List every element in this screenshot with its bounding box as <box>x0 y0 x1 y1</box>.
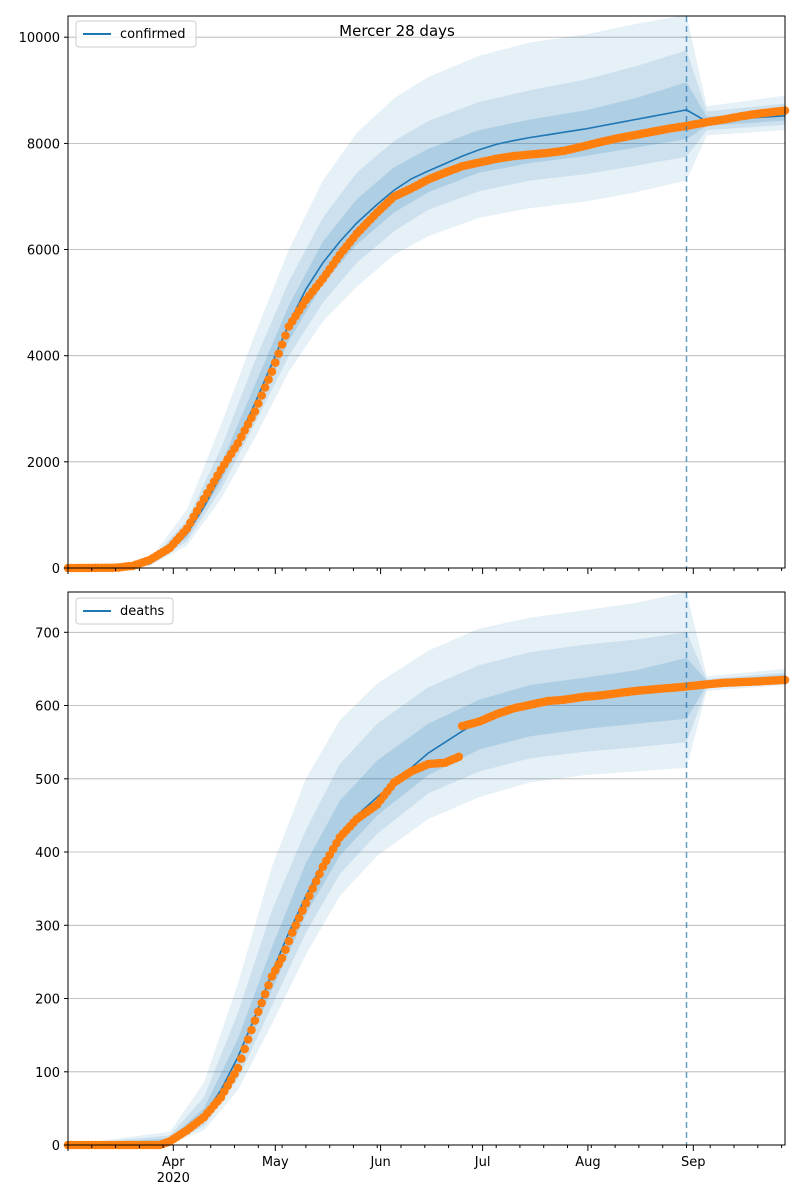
confirmed-y-tick-label: 8000 <box>27 137 60 152</box>
deaths-y-tick-label: 600 <box>35 700 60 715</box>
confirmed-observed-points <box>63 106 790 573</box>
deaths-y-tick-label: 500 <box>35 773 60 788</box>
confirmed-observed-point <box>250 407 260 416</box>
deaths-x-tick-label: Apr <box>162 1155 185 1170</box>
confirmed-y-tick-label: 10000 <box>19 31 60 46</box>
confirmed-observed-point <box>237 432 246 442</box>
confirmed-plot-frame <box>67 15 786 569</box>
deaths-observed-point <box>281 945 290 954</box>
deaths-observed-point <box>240 1044 249 1054</box>
deaths-legend-box <box>75 597 174 625</box>
deaths-observed-point <box>291 921 301 930</box>
deaths-observed-point <box>308 884 318 893</box>
deaths-x-tick-label: Aug <box>575 1155 600 1170</box>
confirmed-panel: 0 2000 4000 6000 8000 10000 Mercer 28 days co… <box>19 14 790 577</box>
deaths-y-tick-label: 200 <box>35 993 60 1008</box>
deaths-observed-point <box>454 752 464 762</box>
confirmed-observed-point <box>274 349 284 358</box>
confirmed-observed-point <box>240 426 249 435</box>
deaths-observed-point <box>250 1016 260 1025</box>
deaths-observed-point <box>294 913 304 923</box>
deaths-observed-point <box>288 928 297 937</box>
deaths-observed-point <box>257 998 267 1008</box>
deaths-observed-point <box>298 906 307 915</box>
deaths-uncertainty-band <box>68 632 785 1145</box>
confirmed-observed-point <box>271 358 280 367</box>
deaths-x-tick-label: Sep <box>681 1155 706 1170</box>
confirmed-observed-point <box>257 391 267 400</box>
deaths-y-tick-label: 700 <box>35 626 60 641</box>
confirmed-observed-point <box>243 419 253 429</box>
confirmed-legend-label: confirmed <box>120 27 186 42</box>
confirmed-observed-point <box>277 340 287 349</box>
deaths-x-year-label: 2020 <box>157 1171 190 1186</box>
confirmed-observed-point <box>233 439 243 448</box>
confirmed-observed-point <box>267 367 277 376</box>
deaths-y-tick-label: 0 <box>52 1139 60 1154</box>
deaths-observed-point <box>284 936 294 946</box>
confirmed-legend-box <box>75 20 197 48</box>
confirmed-uncertainty-band <box>68 50 785 568</box>
confirmed-observed-point <box>260 383 270 392</box>
confirmed-y-tick-label: 4000 <box>27 350 60 365</box>
deaths-y-tick-label: 300 <box>35 919 60 934</box>
deaths-uncertainty-band <box>68 657 785 1145</box>
confirmed-y-tick-label: 2000 <box>27 456 60 471</box>
deaths-observed-point <box>260 989 270 999</box>
confirmed-observed-point <box>264 375 273 384</box>
deaths-observed-point <box>233 1063 243 1073</box>
deaths-observed-point <box>305 891 314 901</box>
deaths-observed-point <box>264 981 273 990</box>
deaths-observed-point <box>253 1007 263 1016</box>
deaths-y-axis: 0 100 200 300 400 500 600 700 <box>35 626 68 1154</box>
confirmed-axes-frame <box>67 15 786 569</box>
confirmed-y-tick-label: 6000 <box>27 244 60 259</box>
chart-title: Mercer 28 days <box>339 22 455 40</box>
confirmed-y-tick-label: 0 <box>52 562 60 577</box>
deaths-y-tick-label: 400 <box>35 846 60 861</box>
deaths-observed-point <box>243 1035 253 1044</box>
deaths-plot-frame <box>67 591 786 1146</box>
confirmed-x-axis <box>67 568 783 574</box>
deaths-x-tick-label: Jun <box>369 1155 390 1170</box>
deaths-bands <box>68 592 785 1145</box>
deaths-y-tick-label: 100 <box>35 1066 60 1081</box>
deaths-observed-point <box>315 869 324 879</box>
deaths-x-tick-label: Jul <box>474 1155 491 1170</box>
confirmed-observed-point <box>247 413 256 423</box>
deaths-observed-point <box>277 953 287 963</box>
deaths-legend-label: deaths <box>120 604 165 619</box>
deaths-legend: deaths <box>75 597 174 625</box>
confirmed-observed-point <box>281 331 290 340</box>
deaths-observed-point <box>301 899 311 908</box>
deaths-observed-point <box>237 1054 246 1063</box>
deaths-grid <box>68 631 785 1146</box>
deaths-observed-point <box>311 877 321 886</box>
confirmed-legend: confirmed <box>75 20 197 48</box>
deaths-uncertainty-band <box>68 592 785 1145</box>
deaths-observed-point <box>247 1025 256 1035</box>
confirmed-y-axis: 0 2000 4000 6000 8000 10000 <box>19 31 68 577</box>
confirmed-observed-point <box>253 399 263 408</box>
deaths-axes-frame <box>67 591 786 1146</box>
deaths-x-tick-label: May <box>262 1155 289 1170</box>
